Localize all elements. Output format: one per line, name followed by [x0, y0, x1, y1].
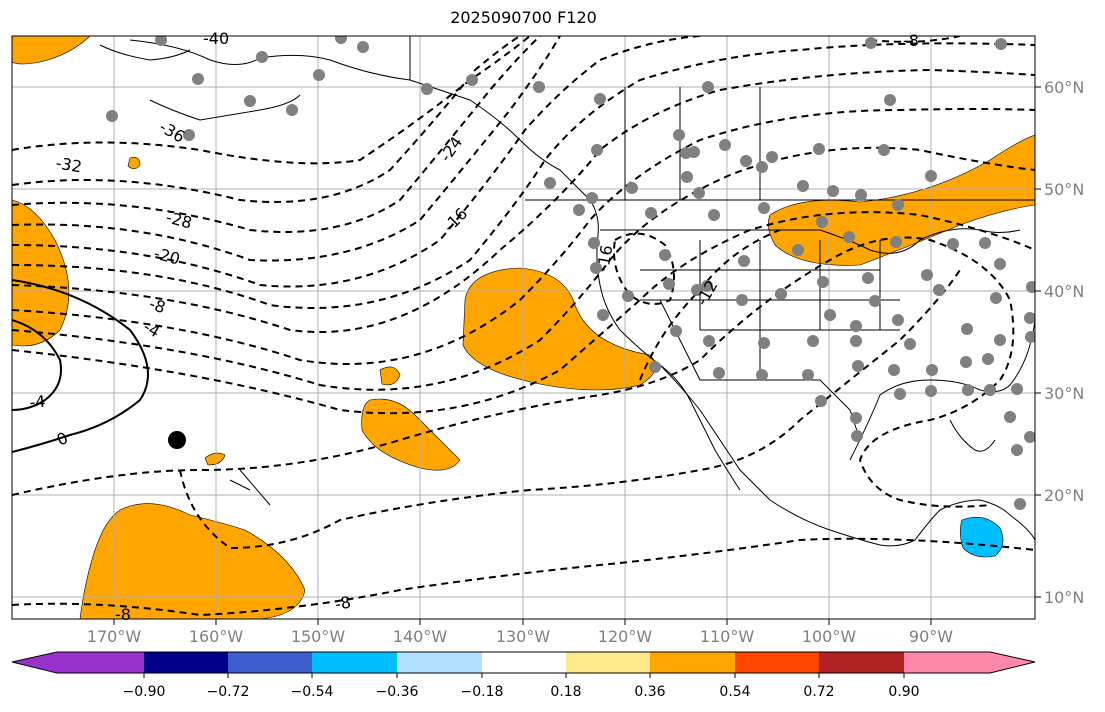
contour-label: -8 [333, 592, 352, 613]
contour-label: -32 [54, 153, 83, 176]
lon-label: 120°W [598, 627, 653, 646]
colorbar-tick: −0.18 [461, 684, 504, 700]
colorbar-segment [819, 652, 904, 673]
contour-label: -4 [29, 392, 47, 412]
colorbar-outline [11, 651, 1036, 674]
contour-label: -28 [164, 208, 194, 233]
stations [106, 36, 1035, 510]
lat-label: 50°N [1044, 180, 1084, 199]
colorbar-tick: 0.18 [550, 684, 581, 700]
anomaly-fill-negative [959, 517, 1004, 558]
colorbar: −0.90 −0.72 −0.54 −0.36 −0.18 0.18 0.36 … [11, 651, 1036, 700]
anomaly-region [204, 452, 226, 466]
colorbar-segment [735, 652, 819, 673]
map-title: 2025090700 F120 [450, 8, 597, 27]
lat-label: 20°N [1044, 486, 1084, 505]
colorbar-tick: −0.54 [291, 684, 334, 700]
contour-label: -8 [903, 31, 919, 50]
colorbar-tick: 0.54 [719, 684, 750, 700]
latitude-labels: 60°N 50°N 40°N 30°N 20°N 10°N [1044, 78, 1084, 607]
anomaly-region [12, 36, 91, 65]
contour-label: -8 [115, 605, 131, 624]
colorbar-segment [144, 652, 228, 673]
lon-label: 170°W [87, 627, 142, 646]
lon-label: 150°W [291, 627, 346, 646]
anomaly-region [127, 157, 141, 170]
contour-label: -20 [152, 244, 182, 269]
lon-label: 110°W [700, 627, 755, 646]
lat-label: 30°N [1044, 384, 1084, 403]
anomaly-region [79, 503, 306, 619]
anomaly-region [12, 199, 70, 347]
contour-label: -12 [692, 277, 722, 309]
colorbar-tick: 0.72 [803, 684, 834, 700]
colorbar-segment [650, 652, 735, 673]
location-marker [168, 431, 186, 449]
contour-label: -16 [593, 244, 616, 273]
contour-label: 0 [54, 428, 71, 450]
contour-label: -24 [436, 133, 467, 165]
lon-label: 90°W [909, 627, 953, 646]
lon-label: 140°W [393, 627, 448, 646]
lon-label: 160°W [189, 627, 244, 646]
colorbar-tick: 0.90 [888, 684, 919, 700]
colorbar-segment [312, 652, 397, 673]
lat-label: 10°N [1044, 588, 1084, 607]
anomaly-region [361, 398, 461, 471]
colorbar-tick: −0.90 [123, 684, 166, 700]
colorbar-tick: 0.36 [634, 684, 665, 700]
axis-ticks [113, 86, 1041, 625]
contour-label: -40 [203, 29, 229, 48]
colorbar-segment [566, 652, 650, 673]
contour-label: -36 [156, 117, 188, 147]
longitude-labels: 170°W 160°W 150°W 140°W 130°W 120°W 110°… [87, 627, 953, 646]
anomaly-region [379, 366, 401, 386]
anomaly-region [462, 267, 656, 391]
colorbar-segment [12, 652, 144, 673]
colorbar-segment [904, 652, 1035, 673]
colorbar-segment [228, 652, 312, 673]
zero-contours [12, 279, 149, 453]
colorbar-tick: −0.72 [207, 684, 250, 700]
lon-label: 130°W [496, 627, 551, 646]
contour-label: -8 [147, 294, 168, 317]
colorbar-segment [482, 652, 566, 673]
lon-label: 100°W [802, 627, 857, 646]
colorbar-tick: −0.36 [376, 684, 419, 700]
contour-label: -4 [140, 317, 163, 341]
lat-label: 40°N [1044, 282, 1084, 301]
gridlines [12, 36, 1035, 619]
colorbar-segment [397, 652, 482, 673]
lat-label: 60°N [1044, 78, 1084, 97]
map-area [12, 36, 1035, 619]
